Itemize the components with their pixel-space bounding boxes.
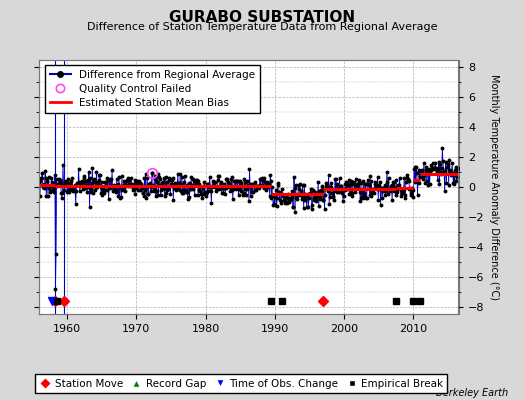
Y-axis label: Monthly Temperature Anomaly Difference (°C): Monthly Temperature Anomaly Difference (…	[488, 74, 499, 300]
Text: Difference of Station Temperature Data from Regional Average: Difference of Station Temperature Data f…	[87, 22, 437, 32]
Text: Berkeley Earth: Berkeley Earth	[436, 388, 508, 398]
Legend: Station Move, Record Gap, Time of Obs. Change, Empirical Break: Station Move, Record Gap, Time of Obs. C…	[35, 374, 447, 393]
Text: GURABO SUBSTATION: GURABO SUBSTATION	[169, 10, 355, 25]
Legend: Difference from Regional Average, Quality Control Failed, Estimated Station Mean: Difference from Regional Average, Qualit…	[45, 65, 260, 113]
